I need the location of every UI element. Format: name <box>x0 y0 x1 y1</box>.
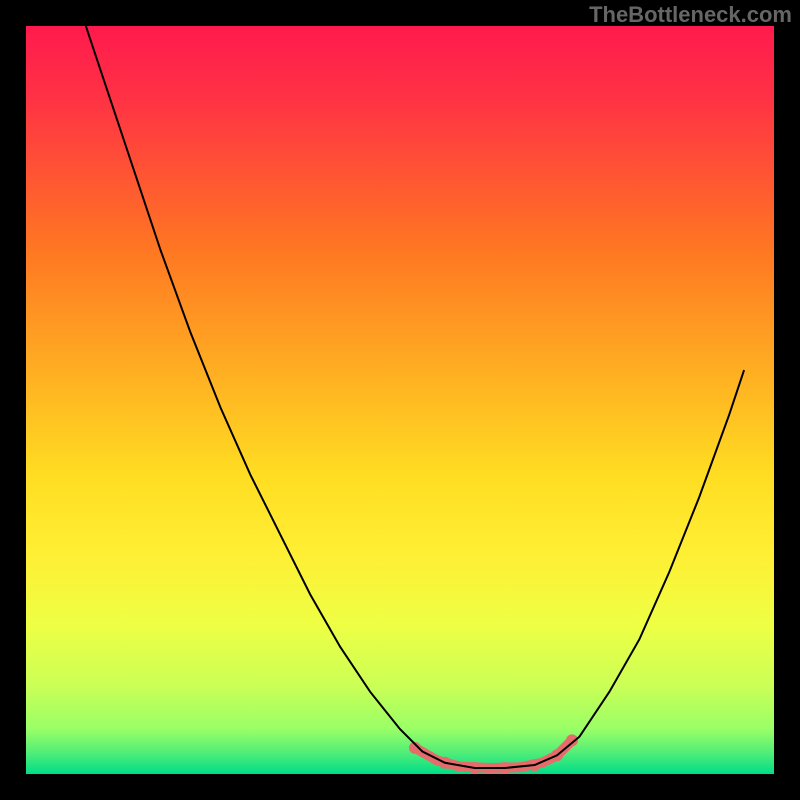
plot-area <box>26 26 774 774</box>
chart-container: TheBottleneck.com <box>0 0 800 800</box>
watermark-text: TheBottleneck.com <box>589 2 792 28</box>
highlight-segment <box>415 740 572 768</box>
curve-layer <box>26 26 774 774</box>
main-curve <box>86 26 744 768</box>
